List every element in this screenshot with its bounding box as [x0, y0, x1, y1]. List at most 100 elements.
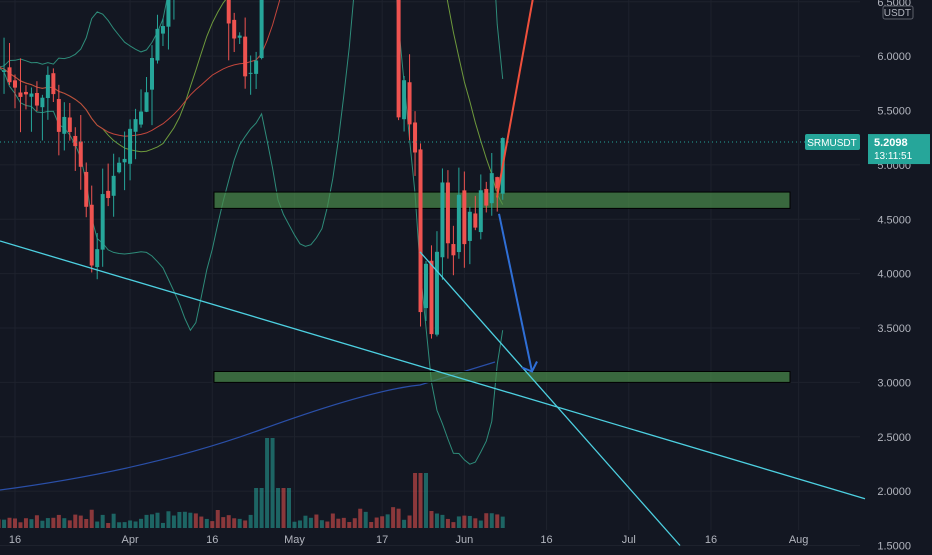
volume-bar: [259, 488, 264, 528]
volume-bar: [297, 520, 302, 528]
volume-bar: [254, 488, 259, 528]
candle-body: [226, 0, 231, 24]
volume-bar: [128, 520, 133, 528]
currency-label: USDT: [884, 8, 911, 19]
volume-bar: [336, 518, 341, 528]
volume-bar: [160, 522, 165, 528]
candle-body: [7, 67, 12, 83]
candle-body: [150, 57, 154, 90]
volume-bar: [473, 518, 478, 528]
candle-body: [259, 0, 264, 59]
volume-bar: [265, 438, 270, 528]
candle-body: [243, 36, 248, 77]
volume-bar: [204, 518, 209, 528]
volume-bar: [100, 514, 105, 528]
volume-bar: [155, 512, 160, 528]
symbol-badge: [805, 134, 860, 151]
candle-body: [484, 188, 489, 206]
volume-bar: [434, 513, 439, 528]
last-price-label: 5.2098: [874, 137, 908, 149]
price-tick-label: 3.0000: [877, 377, 911, 389]
volume-bar: [34, 515, 39, 528]
volume-bar: [429, 510, 434, 528]
candle-body: [133, 119, 138, 132]
volume-bar: [467, 515, 472, 528]
volume-bar: [445, 518, 450, 528]
candle-body: [34, 93, 39, 106]
volume-bar: [2, 519, 7, 528]
volume-bar: [347, 522, 352, 528]
volume-bar: [0, 519, 1, 528]
candle-body: [254, 60, 259, 74]
price-tick-label: 5.5000: [877, 106, 911, 118]
candle-body: [456, 194, 461, 253]
volume-bar: [13, 518, 17, 528]
volume-bar: [177, 511, 182, 528]
volume-bar: [363, 511, 368, 528]
price-axis: 1.5000 2.0000 2.5000 3.0000 3.5000 4.0000 4.50…: [877, 0, 914, 553]
volume-bar: [122, 522, 127, 528]
price-tick-label: 6.5000: [877, 0, 911, 9]
volume-bar: [78, 515, 83, 528]
candle-body: [23, 91, 28, 95]
volume-bar: [84, 519, 89, 528]
volume-bar: [451, 522, 456, 528]
time-tick-label: 16: [705, 534, 717, 546]
volume-bar: [462, 515, 467, 528]
candle-body: [18, 92, 23, 97]
volume-bar: [374, 517, 379, 528]
volume-bar: [407, 515, 412, 528]
volume-bar: [67, 520, 72, 528]
candle-body: [95, 249, 100, 268]
volume-bar: [188, 512, 193, 528]
candle-body: [0, 66, 1, 68]
time-tick-label: Apr: [122, 534, 139, 546]
candle-body: [445, 182, 450, 244]
volume-bar: [413, 473, 418, 528]
currency-box: [882, 5, 914, 20]
volume-bar: [51, 517, 56, 528]
volume-bar: [232, 518, 237, 528]
volume-bar: [62, 518, 67, 528]
candle-body: [418, 149, 423, 313]
price-tick-label: 2.0000: [877, 486, 911, 498]
candle-body: [73, 135, 78, 147]
time-tick-label: Aug: [789, 534, 809, 546]
volume-bar: [171, 515, 176, 528]
volume-bar: [243, 520, 248, 528]
trendline-channel: [419, 251, 681, 546]
volume-bar: [380, 516, 385, 528]
trendline-falling: [0, 240, 866, 500]
symbol-label: SRMUSDT: [807, 138, 856, 149]
volume-bar: [303, 515, 308, 528]
volume-bar: [117, 522, 122, 528]
volume-bar: [325, 521, 330, 528]
volume-bar: [489, 513, 494, 528]
candle-body: [166, 0, 171, 27]
volume-bar: [424, 473, 428, 528]
price-tick-label: 1.5000: [877, 541, 911, 551]
volume-bar: [29, 519, 34, 528]
candle-body: [111, 175, 116, 196]
volume-bar: [144, 514, 149, 528]
candle-body: [144, 92, 149, 112]
price-tick-label: 2.5000: [877, 432, 911, 444]
candle-body: [67, 117, 72, 132]
candle-body: [237, 35, 242, 38]
support-zone: [213, 371, 791, 383]
bollinger-upper: [0, 0, 504, 79]
volume-bar: [248, 514, 253, 528]
candle-body: [467, 211, 472, 241]
volume-bar: [45, 518, 50, 528]
candle-body: [248, 72, 253, 74]
price-tick-label: 3.5000: [877, 323, 911, 335]
volume-bar: [281, 488, 286, 528]
candle-body: [13, 80, 17, 88]
moving-average-blue: [0, 361, 496, 491]
time-tick-label: 16: [540, 534, 552, 546]
candles: [0, 0, 505, 339]
volume-bar: [193, 513, 198, 528]
volume-bar: [352, 518, 357, 528]
